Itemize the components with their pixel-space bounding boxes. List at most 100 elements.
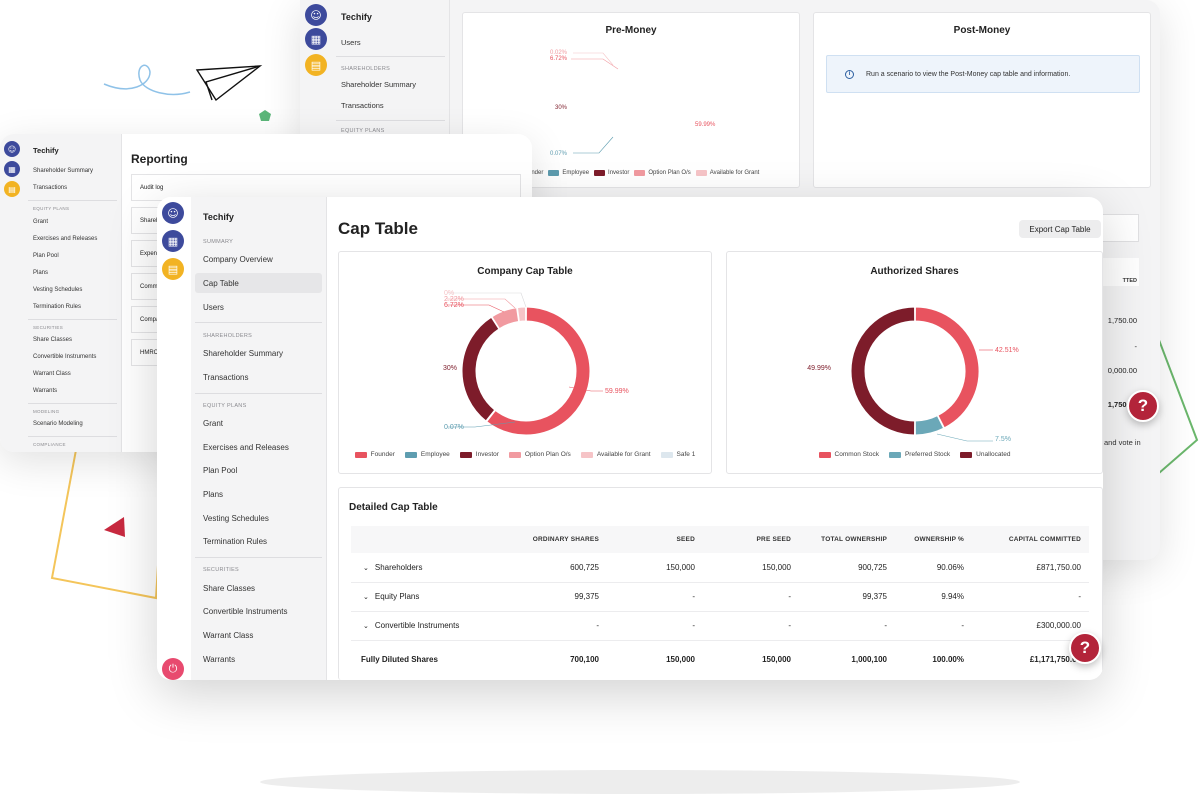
legend-swatch <box>818 451 831 458</box>
legend-available-for-grant[interactable]: Available for Grant <box>580 451 651 458</box>
nav-plan-pool[interactable]: Plan Pool <box>33 253 59 259</box>
slice-investor[interactable] <box>461 316 500 422</box>
help-button[interactable]: ? <box>1069 632 1101 664</box>
nav-section-equity-plans: EQUITY PLANS <box>341 128 385 134</box>
nav-grant[interactable]: Grant <box>203 419 224 428</box>
legend-common-stock[interactable]: Common Stock <box>818 451 879 458</box>
table-cell: - <box>607 611 703 641</box>
nav-warrants[interactable]: Warrants <box>203 655 236 664</box>
nav-convertible[interactable]: Convertible Instruments <box>33 354 97 360</box>
slice-common-stock[interactable] <box>914 306 980 429</box>
slice-option-plan[interactable] <box>491 307 520 330</box>
nav-share-classes[interactable]: Share Classes <box>203 584 256 593</box>
back-header-fragment: TTED <box>1122 278 1137 284</box>
nav-share-classes[interactable]: Share Classes <box>33 337 73 343</box>
label-leader <box>571 58 619 70</box>
col-header <box>351 526 501 553</box>
chevron-down-icon[interactable]: ⌄ <box>363 594 369 601</box>
nav-transactions[interactable]: Transactions <box>203 373 249 382</box>
legend-investor[interactable]: Investor <box>459 451 499 458</box>
table-cell: 600,725 <box>501 553 607 583</box>
nav-cap-table[interactable]: Cap Table <box>195 273 322 293</box>
table-cell: - <box>501 611 607 641</box>
table-row[interactable]: ⌄ Equity Plans 99,375 - - 99,375 9.94% - <box>351 582 1089 612</box>
nav-section-shareholders: SHAREHOLDERS <box>203 333 253 339</box>
nav-plans[interactable]: Plans <box>33 270 49 276</box>
nav-plans[interactable]: Plans <box>203 490 224 499</box>
nav-company-overview[interactable]: Company Overview <box>203 255 273 264</box>
legend-safe-1[interactable]: Safe 1 <box>660 451 695 458</box>
col-header-seed[interactable]: SEED <box>607 526 703 553</box>
legend-employee[interactable]: Employee <box>404 451 450 458</box>
user-icon[interactable]: ☺ <box>305 4 327 26</box>
power-icon[interactable]: ⏻ <box>162 658 184 680</box>
legend-unallocated[interactable]: Unallocated <box>960 451 1010 458</box>
nav-plan-pool[interactable]: Plan Pool <box>203 466 238 475</box>
nav-shareholder-summary[interactable]: Shareholder Summary <box>341 80 417 89</box>
nav-section-modeling: MODELING <box>33 409 60 414</box>
nav-termination[interactable]: Termination Rules <box>33 304 82 310</box>
nav-grant[interactable]: Grant <box>33 219 49 225</box>
nav-exercises[interactable]: Exercises and Releases <box>203 443 289 452</box>
nav-warrant-class[interactable]: Warrant Class <box>203 631 254 640</box>
apps-icon[interactable]: ▦ <box>4 161 20 177</box>
col-header-capital[interactable]: CAPITAL COMMITTED <box>972 526 1089 553</box>
legend-preferred-stock[interactable]: Preferred Stock <box>888 451 950 458</box>
nav-vesting[interactable]: Vesting Schedules <box>203 514 269 523</box>
legend-employee-label: Employee <box>562 170 590 176</box>
slice-available-for-grant[interactable] <box>516 306 527 323</box>
legend-founder-label: Founder <box>521 170 544 176</box>
export-cap-table-button[interactable]: Export Cap Table <box>1019 220 1101 238</box>
nav-divider <box>195 322 322 323</box>
book-icon[interactable]: ▤ <box>305 54 327 76</box>
nav-termination[interactable]: Termination Rules <box>203 537 268 546</box>
back-input-box <box>1099 214 1139 242</box>
chevron-down-icon[interactable]: ⌄ <box>363 623 369 630</box>
col-header-pre-seed[interactable]: PRE SEED <box>703 526 799 553</box>
authorized-shares-donut: 42.51% 7.5% 49.99% <box>807 306 1019 443</box>
nav-warrant-class[interactable]: Warrant Class <box>33 371 71 377</box>
nav-vesting[interactable]: Vesting Schedules <box>33 287 83 293</box>
nav-warrants[interactable]: Warrants <box>33 388 58 394</box>
company-cap-legend: Founder Employee Investor Option Plan O/s Av… <box>339 451 711 458</box>
nav-scenario[interactable]: Scenario Modeling <box>33 421 83 427</box>
pre-label-investor: 30% <box>555 105 568 111</box>
nav-transactions[interactable]: Transactions <box>33 185 68 191</box>
legend-option-plan[interactable]: Option Plan O/s <box>508 451 571 458</box>
slice-founder[interactable] <box>486 306 591 436</box>
swatch-option <box>634 170 646 176</box>
col-header-ownership[interactable]: OWNERSHIP % <box>895 526 972 553</box>
nav-divider <box>195 557 322 558</box>
nav-transactions[interactable]: Transactions <box>341 101 384 110</box>
paper-plane-icon <box>195 65 263 102</box>
cap-table: ORDINARY SHARES SEED PRE SEED TOTAL OWNE… <box>351 526 1089 678</box>
col-header-ordinary[interactable]: ORDINARY SHARES <box>501 526 607 553</box>
nav-exercises[interactable]: Exercises and Releases <box>33 236 98 242</box>
user-icon[interactable]: ☺ <box>162 202 184 224</box>
nav-users[interactable]: Users <box>341 38 361 47</box>
reporting-rail: ☺ ▦ ▤ <box>0 134 24 452</box>
chevron-down-icon[interactable]: ⌄ <box>363 564 369 572</box>
detailed-title: Detailed Cap Table <box>349 502 438 513</box>
book-icon[interactable]: ▤ <box>4 181 20 197</box>
legend-founder[interactable]: Founder <box>354 451 395 458</box>
table-row[interactable]: ⌄ Shareholders 600,725 150,000 150,000 90… <box>351 553 1089 583</box>
nav-convertible[interactable]: Convertible Instruments <box>203 607 288 616</box>
report-row-label: Expen <box>140 250 158 257</box>
slice-preferred-stock[interactable] <box>914 415 945 436</box>
book-icon[interactable]: ▤ <box>162 258 184 280</box>
help-button[interactable]: ? <box>1127 390 1159 422</box>
nav-shareholder-summary[interactable]: Shareholder Summary <box>203 349 284 358</box>
table-row[interactable]: ⌄ Convertible Instruments - - - - - £300,… <box>351 611 1089 641</box>
nav-shareholder-summary[interactable]: Shareholder Summary <box>33 168 94 174</box>
apps-icon[interactable]: ▦ <box>305 28 327 50</box>
user-icon[interactable]: ☺ <box>4 141 20 157</box>
slice-unallocated[interactable] <box>850 306 916 436</box>
table-cell: - <box>703 611 799 641</box>
apps-icon[interactable]: ▦ <box>162 230 184 252</box>
nav-users[interactable]: Users <box>203 303 224 312</box>
col-header-total[interactable]: TOTAL OWNERSHIP <box>799 526 895 553</box>
data-label-investor: 30% <box>443 365 457 372</box>
legend-label: Unallocated <box>976 451 1011 458</box>
legend-label: Employee <box>420 451 450 458</box>
